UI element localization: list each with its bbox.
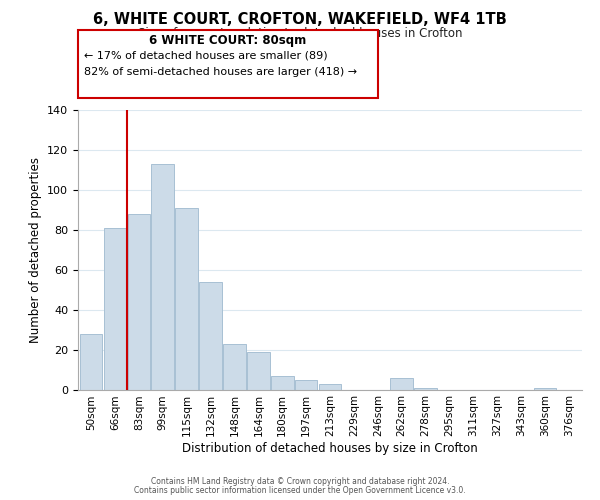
Bar xyxy=(414,388,437,390)
Bar xyxy=(391,378,413,390)
Bar xyxy=(271,376,293,390)
Bar xyxy=(80,334,103,390)
Bar xyxy=(151,164,174,390)
Bar xyxy=(104,228,127,390)
Bar xyxy=(128,214,150,390)
Y-axis label: Number of detached properties: Number of detached properties xyxy=(29,157,41,343)
Bar xyxy=(175,208,198,390)
Text: 6 WHITE COURT: 80sqm: 6 WHITE COURT: 80sqm xyxy=(149,34,307,47)
Text: ← 17% of detached houses are smaller (89): ← 17% of detached houses are smaller (89… xyxy=(84,51,328,61)
Text: 6, WHITE COURT, CROFTON, WAKEFIELD, WF4 1TB: 6, WHITE COURT, CROFTON, WAKEFIELD, WF4 … xyxy=(93,12,507,28)
X-axis label: Distribution of detached houses by size in Crofton: Distribution of detached houses by size … xyxy=(182,442,478,455)
Bar xyxy=(533,388,556,390)
Text: Contains HM Land Registry data © Crown copyright and database right 2024.: Contains HM Land Registry data © Crown c… xyxy=(151,477,449,486)
Bar xyxy=(223,344,246,390)
Bar xyxy=(247,352,269,390)
Bar xyxy=(319,384,341,390)
Bar xyxy=(295,380,317,390)
Text: 82% of semi-detached houses are larger (418) →: 82% of semi-detached houses are larger (… xyxy=(84,68,357,78)
Text: Contains public sector information licensed under the Open Government Licence v3: Contains public sector information licen… xyxy=(134,486,466,495)
Bar xyxy=(199,282,222,390)
Text: Size of property relative to detached houses in Crofton: Size of property relative to detached ho… xyxy=(138,28,462,40)
